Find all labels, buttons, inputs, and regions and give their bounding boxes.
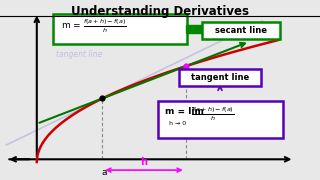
Text: f(x): f(x) [262,28,279,37]
Text: secant line: secant line [215,26,267,35]
Text: m = $\frac{f(a + h) - f(a)}{h}$: m = $\frac{f(a + h) - f(a)}{h}$ [61,17,126,35]
Text: a: a [101,168,107,177]
FancyBboxPatch shape [158,101,283,138]
Text: h: h [140,157,148,167]
FancyBboxPatch shape [202,22,280,39]
Text: $\frac{f(a + h) - f(a)}{h}$: $\frac{f(a + h) - f(a)}{h}$ [191,105,235,123]
Text: Understanding Derivatives: Understanding Derivatives [71,4,249,17]
Text: m = lim: m = lim [165,107,204,116]
FancyBboxPatch shape [186,25,203,33]
FancyBboxPatch shape [53,14,187,44]
Text: tangent line: tangent line [56,50,102,59]
Text: tangent line: tangent line [191,73,249,82]
FancyBboxPatch shape [179,69,261,86]
Text: h → 0: h → 0 [169,121,186,126]
